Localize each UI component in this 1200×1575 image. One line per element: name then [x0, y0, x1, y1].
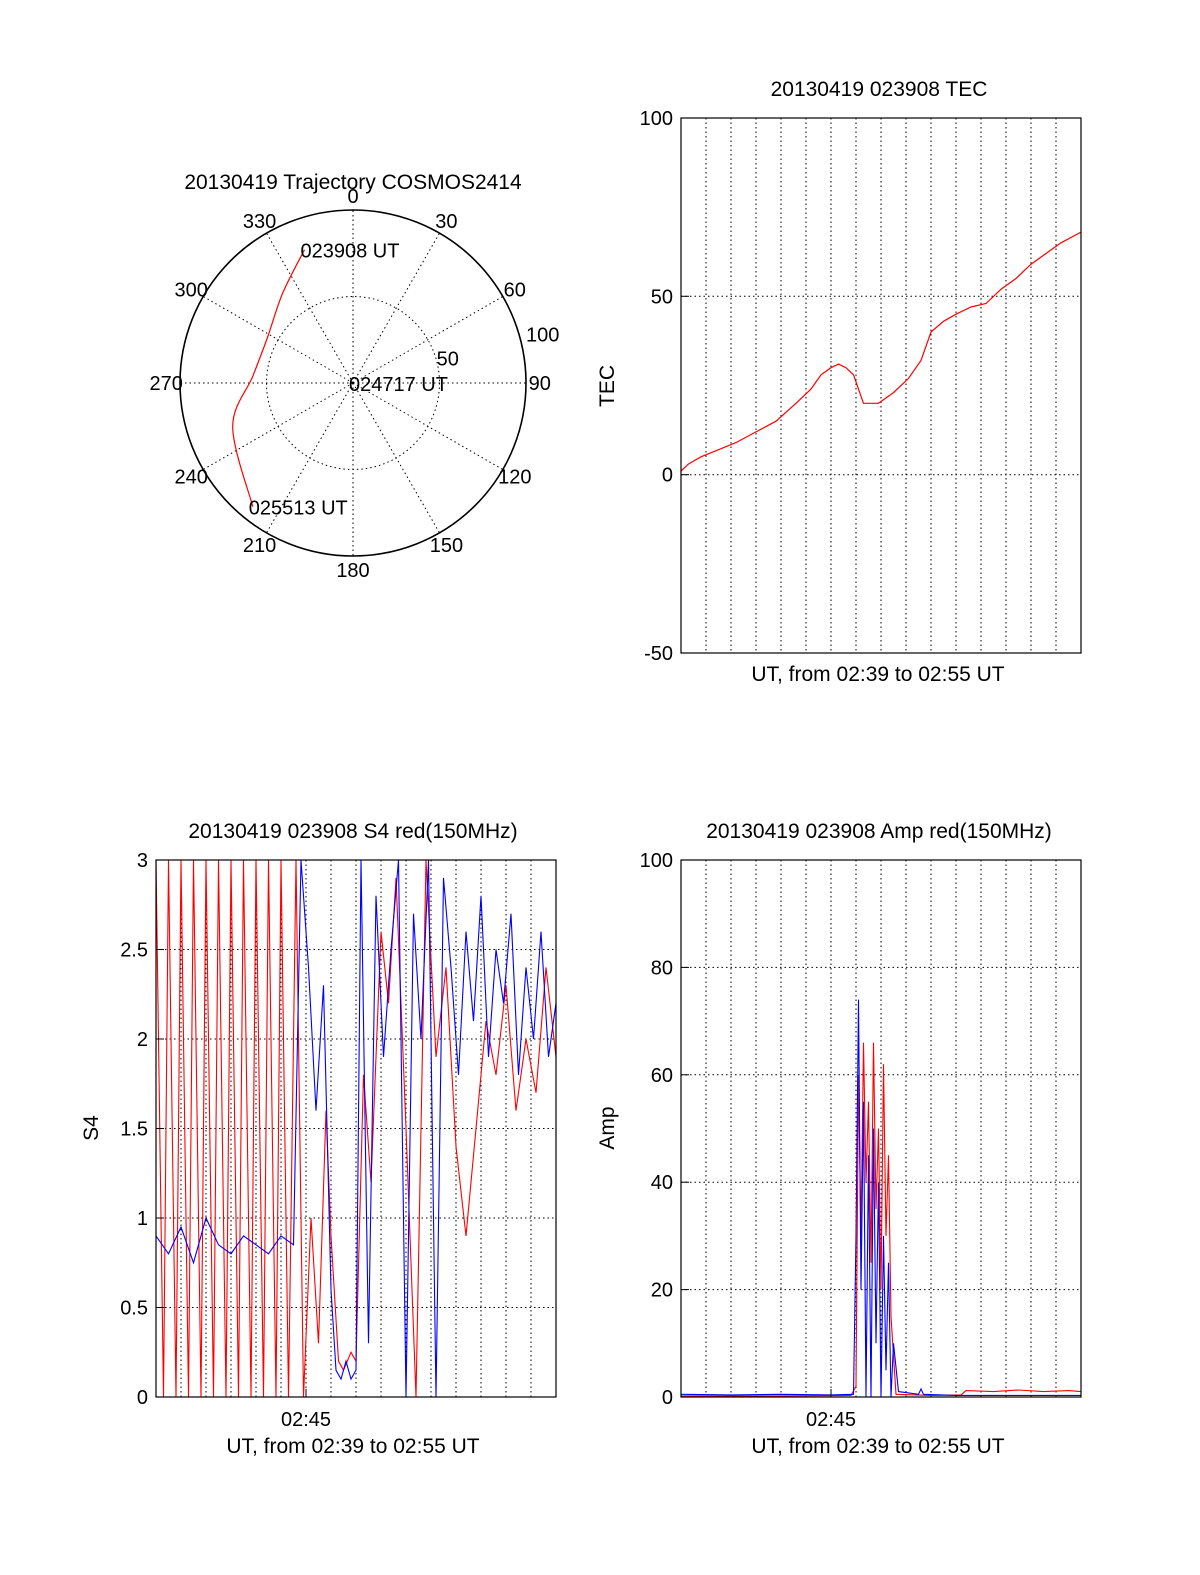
y-tick-label: 1: [137, 1208, 148, 1230]
polar-grid: [180, 210, 526, 556]
trajectory-annotation: 023908 UT: [301, 241, 400, 263]
azimuth-tick-label: 180: [336, 560, 369, 582]
polar-spoke: [352, 296, 504, 384]
amp-panel: 20130419 023908 Amp red(150MHz) 0 20 40 60 8…: [596, 820, 1082, 1458]
y-tick-label: -50: [644, 643, 673, 665]
y-tick-label: 50: [651, 286, 673, 308]
y-tick-label: 100: [640, 850, 673, 872]
y-tick-label: 0: [662, 465, 673, 487]
amp-y-axis-label: Amp: [596, 1106, 619, 1149]
azimuth-tick-label: 0: [347, 186, 358, 208]
azimuth-tick-label: 240: [175, 466, 208, 488]
y-tick-label: 60: [651, 1065, 673, 1087]
azimuth-tick-label: 300: [175, 280, 208, 302]
tec-plot-frame: [680, 117, 1082, 654]
trajectory-annotation: 024717 UT: [349, 374, 448, 396]
x-tick-label: 02:45: [806, 1409, 856, 1431]
polar-ring: [266, 296, 440, 470]
s4-y-axis-label: S4: [80, 1115, 103, 1141]
azimuth-tick-label: 60: [504, 280, 526, 302]
x-tick-label: 02:45: [281, 1409, 331, 1431]
amp-y-tick-labels: 0 20 40 60 80 100: [640, 850, 689, 1409]
tec-x-axis-label: UT, from 02:39 to 02:55 UT: [751, 663, 1004, 686]
s4-y-tick-labels: 0 0.5 1 1.5 2 2.5 3: [120, 850, 164, 1409]
azimuth-tick-label: 90: [529, 373, 551, 395]
y-tick-label: 0: [662, 1387, 673, 1409]
radial-tick-label: 100: [526, 325, 559, 347]
trajectory-annotation: 025513 UT: [249, 498, 348, 520]
polar-spoke: [202, 296, 354, 384]
azimuth-tick-label: 330: [243, 211, 276, 233]
amp-title: 20130419 023908 Amp red(150MHz): [706, 820, 1052, 843]
polar-trajectory-panel: 20130419 Trajectory COSMOS2414 0 30 60 90 12…: [150, 171, 560, 582]
azimuth-tick-label: 210: [243, 535, 276, 557]
series-line: [681, 1042, 1082, 1397]
y-tick-label: 80: [651, 957, 673, 979]
azimuth-tick-labels: 0 30 60 90 120 150 180 210 240 270 300 330: [150, 186, 551, 582]
polar-spoke: [266, 232, 354, 384]
s4-title: 20130419 023908 S4 red(150MHz): [188, 820, 517, 843]
tec-y-axis-label: TEC: [596, 365, 619, 407]
y-tick-label: 0: [137, 1387, 148, 1409]
radial-tick-labels: 50 100: [437, 325, 560, 371]
tec-y-tick-labels: -50 0 50 100: [640, 108, 689, 665]
series-line: [155, 859, 557, 1398]
y-tick-label: 2: [137, 1029, 148, 1051]
series-line: [680, 999, 1081, 1398]
amp-x-axis-label: UT, from 02:39 to 02:55 UT: [751, 1435, 1004, 1458]
azimuth-tick-label: 120: [498, 466, 531, 488]
azimuth-tick-label: 30: [435, 211, 457, 233]
y-tick-label: 2.5: [120, 940, 148, 962]
y-tick-label: 3: [137, 850, 148, 872]
amp-series: [680, 999, 1082, 1398]
tec-title: 20130419 023908 TEC: [771, 78, 988, 101]
s4-x-axis-label: UT, from 02:39 to 02:55 UT: [226, 1435, 479, 1458]
y-tick-label: 1.5: [120, 1119, 148, 1141]
azimuth-tick-label: 270: [150, 373, 183, 395]
y-tick-label: 100: [640, 108, 673, 130]
series-line: [680, 231, 1082, 472]
s4-panel: 20130419 023908 S4 red(150MHz) 0 0.5 1 1.5 2…: [80, 820, 557, 1458]
y-tick-label: 0.5: [120, 1298, 148, 1320]
y-tick-label: 40: [651, 1172, 673, 1194]
trajectory-annotations: 023908 UT 024717 UT 025513 UT: [249, 241, 448, 520]
amp-plot-frame: [680, 859, 1082, 1398]
s4-x-tick-labels: 02:45: [281, 1389, 331, 1431]
tec-panel: 20130419 023908 TEC -50 0 50 100 UT, from 0…: [596, 78, 1082, 686]
azimuth-tick-label: 150: [430, 535, 463, 557]
y-tick-label: 20: [651, 1280, 673, 1302]
series-line: [155, 859, 557, 1398]
tec-series: [680, 231, 1082, 472]
polar-title: 20130419 Trajectory COSMOS2414: [184, 171, 522, 194]
polar-spoke: [352, 232, 440, 384]
polar-outer-ring: [179, 209, 527, 557]
s4-series: [155, 859, 557, 1398]
amp-x-tick-labels: 02:45: [806, 1389, 856, 1431]
radial-tick-label: 50: [437, 348, 459, 370]
trajectory-line: [232, 249, 306, 507]
